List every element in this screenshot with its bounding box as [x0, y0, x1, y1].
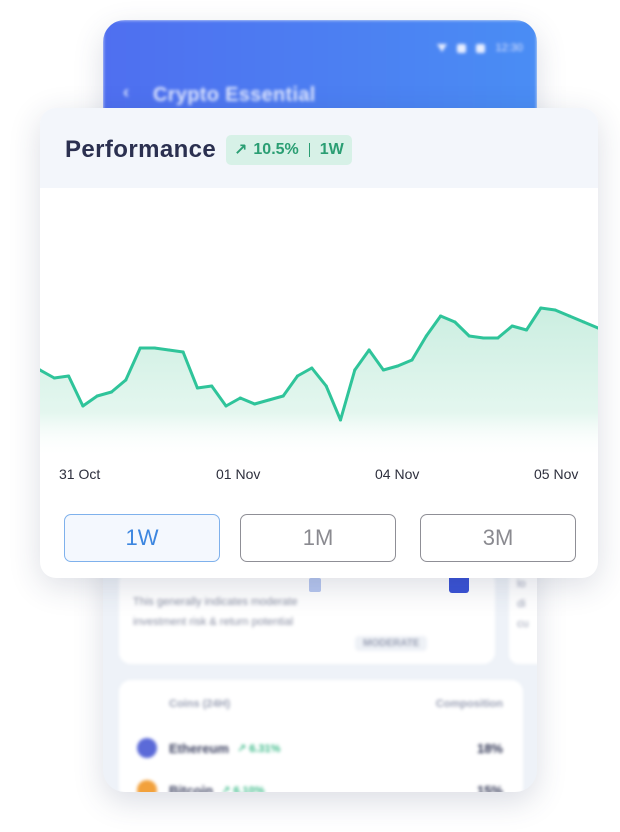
battery-icon [476, 43, 486, 53]
bitcoin-icon [137, 780, 157, 792]
performance-header: Performance ↗ 10.5% 1W [40, 108, 598, 188]
coins-card: Coins (24H) Composition Ethereum ↗ 6.31%… [119, 680, 523, 792]
chart-series-line [40, 306, 598, 422]
chart-point [482, 336, 485, 340]
risk-card: This generally indicates moderate invest… [119, 570, 495, 664]
range-selector: 1W 1M 3M [64, 514, 576, 562]
chart-point [582, 320, 586, 324]
chart-point [396, 364, 400, 368]
risk-scale-active [449, 575, 469, 593]
coin-name: Ethereum [169, 740, 229, 756]
chart-point [410, 358, 414, 362]
chart-point [124, 378, 128, 382]
chart-point [210, 384, 214, 388]
risk-scale-marker [309, 578, 321, 592]
signal-icon [457, 43, 467, 53]
chart-point [238, 396, 242, 400]
range-button-1m[interactable]: 1M [240, 514, 396, 562]
badge-divider [308, 143, 310, 157]
chart-point [353, 368, 357, 372]
performance-change-badge: ↗ 10.5% 1W [226, 135, 352, 165]
chart-point [138, 346, 142, 350]
chart-point [553, 308, 557, 312]
risk-description: This generally indicates moderate invest… [133, 596, 298, 628]
performance-title: Performance [65, 136, 217, 163]
coin-change: ↗ 6.31% [236, 742, 281, 755]
range-button-1w[interactable]: 1W [64, 514, 220, 562]
app-title: Crypto Essential [153, 84, 316, 106]
coin-composition: 15% [476, 782, 503, 793]
coins-header: Coins (24H) Composition [169, 698, 503, 710]
chart-point [181, 350, 185, 354]
coin-change: ↗ 6.10% [221, 784, 265, 793]
chart-point [525, 328, 528, 332]
chart-point [467, 334, 471, 338]
x-tick-label: 04 Nov [375, 466, 420, 482]
x-tick-label: 31 Oct [59, 466, 101, 482]
background-app-content: 12:30 ‹ Crypto Essential This generally … [103, 20, 537, 792]
chart-point [67, 374, 71, 378]
chart-point [310, 366, 314, 370]
side-card-line: lo [517, 578, 526, 590]
chart-point [167, 348, 171, 352]
risk-level-badge: MODERATE [355, 636, 428, 651]
x-tick-label: 05 Nov [534, 466, 579, 482]
chart-point [281, 394, 285, 398]
chart-point [424, 334, 428, 338]
chart-point [195, 386, 199, 390]
chart-point [296, 374, 299, 378]
chart-point [324, 384, 328, 388]
chart-area-fill [40, 308, 598, 458]
chart-point [153, 346, 156, 350]
side-card-line: cu [517, 618, 529, 630]
chart-point [95, 394, 99, 398]
side-card-line: di [517, 598, 526, 610]
chart-point [52, 376, 56, 380]
app-header: 12:30 ‹ Crypto Essential [103, 20, 537, 112]
chart-point [381, 368, 385, 372]
side-card: lo di cu [509, 570, 537, 664]
chart-point [110, 390, 113, 394]
trend-up-icon: ↗ [234, 142, 248, 159]
chart-point [567, 314, 571, 318]
chart-point [253, 402, 257, 406]
coins-col-composition: Composition [435, 698, 503, 710]
status-time: 12:30 [495, 42, 523, 54]
chart-point [496, 336, 500, 340]
chart-point [224, 404, 228, 408]
x-axis-labels: 31 Oct 01 Nov 04 Nov 05 Nov [40, 466, 598, 486]
chart-point [453, 320, 457, 324]
chart-point [510, 324, 514, 328]
performance-card: Performance ↗ 10.5% 1W 31 Oct 01 Nov 04 … [40, 108, 598, 578]
back-arrow-icon[interactable]: ‹ [123, 82, 129, 102]
chart-point [596, 326, 598, 330]
coin-row[interactable]: Bitcoin ↗ 6.10% 15% [137, 780, 503, 792]
chart-point [40, 368, 42, 372]
chart-point [81, 404, 85, 408]
wifi-icon [437, 44, 448, 52]
coin-name: Bitcoin [169, 782, 214, 793]
ethereum-icon [137, 738, 157, 758]
badge-change-value: 10.5% [253, 141, 299, 158]
chart-point [439, 314, 443, 318]
chart-point [339, 418, 342, 422]
x-tick-label: 01 Nov [216, 466, 261, 482]
coin-composition: 18% [476, 740, 503, 756]
chart-point [539, 306, 543, 310]
coins-col-name: Coins (24H) [169, 698, 231, 710]
performance-chart [40, 306, 598, 458]
chart-point [267, 398, 271, 402]
coin-row[interactable]: Ethereum ↗ 6.31% 18% [137, 738, 503, 758]
badge-period: 1W [319, 141, 344, 158]
range-button-3m[interactable]: 3M [420, 514, 576, 562]
chart-point [367, 348, 371, 352]
status-bar: 12:30 [437, 42, 523, 54]
